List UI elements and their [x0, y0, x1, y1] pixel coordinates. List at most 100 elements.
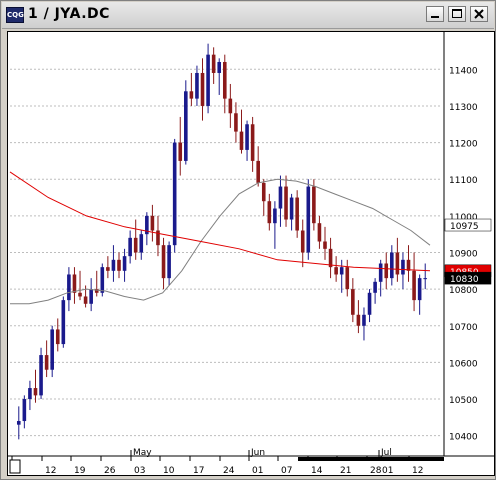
candle-body — [156, 230, 160, 246]
candle-body — [111, 259, 116, 271]
chart-area[interactable]: 10400 10500 10600 10700 10800 10900 11000 11100… — [7, 31, 495, 476]
price-chart: 10400 10500 10600 10700 10800 10900 11000 11100… — [8, 32, 494, 475]
candle-body — [39, 355, 43, 396]
price-tick-label: 11300 — [449, 103, 478, 113]
candle-body — [328, 248, 333, 268]
candle-body — [351, 289, 355, 315]
time-tick-label: 01 — [382, 466, 393, 475]
candle-body — [261, 182, 266, 202]
candle-body — [139, 234, 144, 253]
candle-body — [222, 61, 227, 99]
candle-body — [89, 289, 93, 304]
candle-body — [161, 245, 166, 279]
candle-body — [312, 186, 316, 224]
minimize-button[interactable] — [426, 6, 444, 22]
price-tick-label: 11400 — [449, 66, 478, 76]
candle-body — [206, 54, 210, 106]
last-price-box — [444, 218, 492, 232]
maximize-button[interactable] — [448, 6, 466, 22]
price-tick-label: 10400 — [449, 433, 478, 443]
candle-body — [122, 256, 127, 271]
time-tick-label: 19 — [74, 466, 86, 475]
price-tick-label: 11000 — [449, 213, 478, 223]
candle-body — [239, 131, 244, 150]
time-tick-label: 24 — [223, 466, 235, 475]
candle-body — [300, 230, 305, 253]
candle-body — [178, 142, 183, 161]
app-logo-icon: CQG — [6, 7, 24, 23]
price-tick-label: 10500 — [449, 396, 478, 406]
candle-body — [167, 245, 171, 279]
time-tick-label: 17 — [193, 466, 204, 475]
time-axis-background — [8, 456, 494, 475]
candle-body — [67, 274, 71, 301]
candle-body — [55, 329, 60, 345]
title-bar[interactable]: CQG 1 / JYA.DC — [2, 2, 494, 29]
month-label: Jul — [380, 448, 392, 458]
time-axis-highlight — [298, 457, 444, 461]
candle-body — [28, 388, 32, 400]
candle-body — [83, 296, 88, 304]
time-tick-label: 28 — [370, 466, 382, 475]
candle-body — [50, 329, 54, 370]
candle-body — [245, 124, 249, 150]
candle-body — [200, 72, 205, 106]
candle-body — [289, 197, 294, 220]
window-title: 1 / JYA.DC — [28, 6, 110, 22]
candle-body — [362, 314, 366, 326]
candle-body — [345, 267, 350, 290]
price-tick-label: 10700 — [449, 323, 478, 333]
candle-body — [334, 267, 338, 275]
candle-body — [317, 223, 322, 242]
candle-body — [16, 421, 21, 425]
candle-body — [61, 300, 66, 345]
time-tick-label: 01 — [252, 466, 263, 475]
price-tick-label: 10900 — [449, 249, 478, 259]
time-tick-label: 12 — [412, 466, 423, 475]
time-tick-label: 12 — [45, 466, 56, 475]
candle-body — [339, 267, 344, 275]
last-price-label: 10830 — [450, 275, 479, 285]
close-button[interactable] — [470, 6, 488, 22]
candle-body — [256, 160, 260, 183]
candle-body — [423, 278, 428, 280]
time-tick-label: 26 — [104, 466, 116, 475]
candle-body — [217, 61, 222, 73]
candle-body — [367, 292, 372, 315]
long-moving-average-line — [9, 171, 431, 272]
candle-body — [373, 281, 377, 293]
candle-body — [401, 259, 405, 275]
last-price-box — [444, 271, 492, 285]
candle-body — [211, 54, 216, 73]
candle-body — [234, 113, 238, 132]
candle-body — [390, 252, 394, 279]
short-moving-average-line — [10, 178, 431, 305]
candle-body — [189, 91, 194, 99]
candle-body — [378, 263, 383, 282]
close-icon — [474, 9, 484, 19]
time-tick-label: 21 — [340, 466, 351, 475]
candle-body — [195, 72, 199, 99]
time-tick-label: 10 — [163, 466, 175, 475]
minimize-icon — [431, 16, 439, 18]
candle-body — [284, 186, 288, 220]
candle-body — [356, 314, 361, 326]
candle-body — [133, 237, 138, 253]
price-tick-label: 11200 — [449, 140, 478, 150]
time-tick-label: 03 — [134, 466, 145, 475]
price-tick-label: 10600 — [449, 359, 478, 369]
candle-body — [78, 292, 82, 297]
candle-body — [94, 289, 99, 293]
candle-body — [267, 201, 272, 224]
maximize-icon — [452, 9, 462, 18]
candle-body — [384, 263, 389, 279]
time-tick-label: 07 — [281, 466, 292, 475]
month-label: May — [133, 448, 152, 458]
candle-body — [323, 241, 327, 249]
scroll-handle — [9, 459, 21, 474]
candle-body — [172, 142, 177, 246]
last-price-label: 10975 — [450, 222, 479, 232]
candle-body — [306, 186, 311, 253]
candle-body — [44, 355, 49, 370]
